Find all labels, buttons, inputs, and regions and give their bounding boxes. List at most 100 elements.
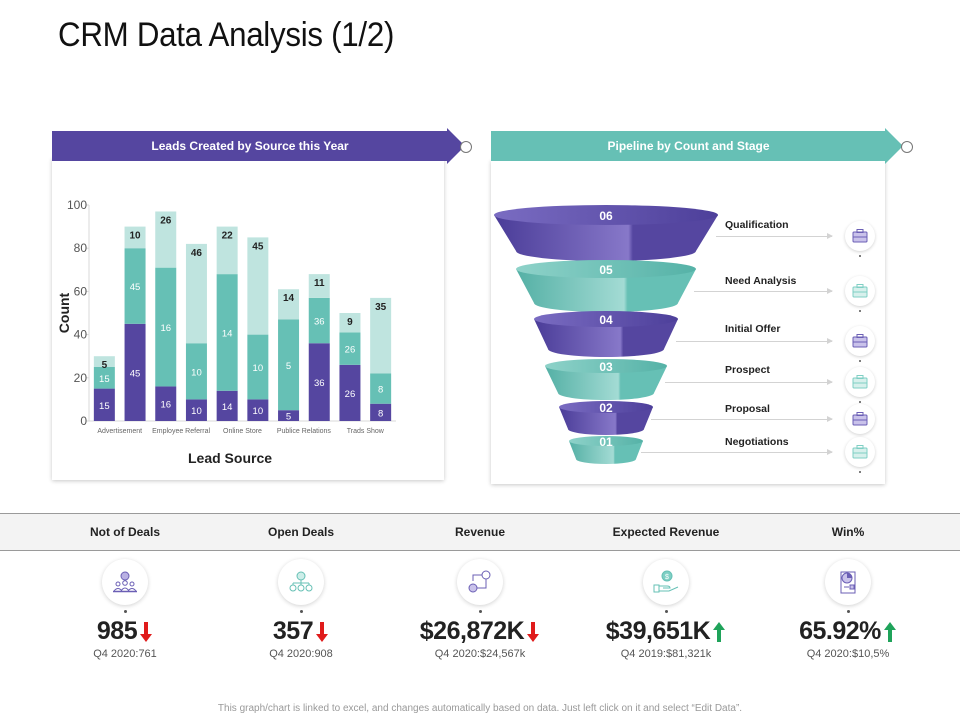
- trend-down-arrow-icon: [315, 621, 329, 643]
- bar-segment[interactable]: [216, 274, 238, 391]
- bar-data-label: 36: [314, 378, 325, 389]
- bar-segment[interactable]: [370, 403, 392, 421]
- funnel-stage-04[interactable]: 04: [534, 311, 678, 357]
- bar-data-label: 10: [191, 406, 202, 417]
- pipeline-funnel[interactable]: 06 05 04 03 02 01: [490, 195, 730, 475]
- bar-data-label: 9: [347, 317, 353, 328]
- bar-segment[interactable]: [93, 356, 115, 367]
- bar-data-label: 14: [222, 328, 233, 339]
- bar-segment[interactable]: [155, 386, 177, 421]
- y-tick-label: 40: [74, 328, 88, 342]
- bar-data-label: 45: [130, 368, 141, 379]
- bar-segment[interactable]: [185, 343, 207, 400]
- bar-segment[interactable]: [185, 399, 207, 421]
- funnel-stage-03[interactable]: 03: [545, 359, 667, 400]
- bar-data-label: 14: [222, 402, 233, 413]
- briefcase-icon: [845, 326, 875, 362]
- arrow-tip-icon: [447, 128, 465, 164]
- x-tick-label: Trads Show: [347, 428, 385, 435]
- bar-segment[interactable]: [124, 248, 146, 324]
- team-icon: [102, 559, 148, 613]
- bar-data-label: 15: [99, 374, 110, 385]
- bar-segment[interactable]: [339, 313, 361, 333]
- bar-data-label: 26: [345, 389, 356, 400]
- bar-segment[interactable]: [93, 367, 115, 389]
- svg-text:$: $: [665, 574, 669, 581]
- bar-data-label: 5: [102, 360, 108, 371]
- briefcase-icon: [845, 404, 875, 440]
- bar-segment[interactable]: [247, 334, 269, 400]
- kpi-comparison: Q4 2019:$81,321k: [620, 648, 712, 660]
- bar-segment[interactable]: [216, 390, 238, 421]
- kpi-title: Revenue: [454, 525, 506, 539]
- leads-banner-title: Leads Created by Source this Year: [151, 139, 349, 153]
- connector-arrow-icon: [716, 233, 833, 239]
- kpi-value: $26,872K: [419, 617, 525, 645]
- bar-segment[interactable]: [93, 388, 115, 421]
- leads-bar-chart[interactable]: 0 20 40 60 80 100 15 15 5 45 45 10 16 16 26 10 10 46 14 14…: [52, 190, 444, 475]
- funnel-stage-05[interactable]: 05: [516, 260, 696, 312]
- bar-data-label: 15: [99, 401, 110, 412]
- bar-segment[interactable]: [278, 289, 300, 320]
- x-tick-label: Employee Referral: [152, 428, 210, 435]
- kpi-value: $39,651K: [605, 617, 711, 645]
- bar-segment[interactable]: [278, 410, 300, 421]
- bar-segment[interactable]: [155, 267, 177, 387]
- bar-segment[interactable]: [370, 373, 392, 404]
- bar-segment[interactable]: [124, 226, 146, 249]
- funnel-stage-02[interactable]: 02: [559, 401, 653, 435]
- bar-segment[interactable]: [278, 319, 300, 411]
- report-icon: [825, 559, 871, 613]
- bar-segment[interactable]: [339, 332, 361, 365]
- funnel-stage-number: 03: [599, 360, 613, 374]
- funnel-ring-body: [569, 441, 643, 464]
- funnel-stage-label: Negotiations: [725, 436, 789, 448]
- funnel-ring-top: [494, 205, 718, 225]
- pipeline-banner: Pipeline by Count and Stage: [491, 131, 886, 161]
- funnel-stage-label: Need Analysis: [725, 275, 797, 287]
- bar-segment[interactable]: [370, 297, 392, 374]
- bar-segment[interactable]: [185, 243, 207, 344]
- briefcase-icon: [845, 437, 875, 473]
- bar-data-label: 5: [286, 361, 291, 372]
- bar-data-label: 16: [160, 323, 171, 334]
- kpi-header-bar: [0, 513, 960, 551]
- bar-segment[interactable]: [124, 323, 146, 421]
- funnel-stage-number: 06: [599, 209, 613, 223]
- page-title: CRM Data Analysis (1/2): [58, 16, 395, 54]
- y-tick-label: 20: [74, 371, 88, 385]
- funnel-stage-label: Initial Offer: [725, 323, 781, 335]
- bar-segment[interactable]: [247, 399, 269, 421]
- bar-segment[interactable]: [308, 343, 330, 421]
- bar-data-label: 36: [314, 317, 325, 328]
- arrow-tip-icon: [885, 128, 903, 164]
- y-tick-label: 0: [80, 414, 87, 428]
- bar-segment[interactable]: [155, 211, 177, 268]
- funnel-stage-06[interactable]: 06: [494, 205, 718, 261]
- funnel-stage-01[interactable]: 01: [569, 435, 643, 464]
- bar-segment[interactable]: [308, 297, 330, 344]
- funnel-stage-number: 04: [599, 313, 613, 327]
- circle-icon: [460, 141, 472, 153]
- bar-segment[interactable]: [339, 364, 361, 421]
- trend-up-arrow-icon: [883, 621, 897, 643]
- bar-data-label: 10: [253, 363, 264, 374]
- bar-segment[interactable]: [216, 226, 238, 275]
- bar-data-label: 45: [130, 282, 141, 293]
- funnel-ring-body: [559, 407, 653, 435]
- funnel-stage-label: Prospect: [725, 364, 770, 376]
- bar-segment[interactable]: [308, 274, 330, 298]
- bar-segment[interactable]: [247, 237, 269, 335]
- y-axis-title: Count: [56, 292, 72, 333]
- x-tick-label: Advertisement: [97, 428, 142, 435]
- kpi-title: Open Deals: [267, 525, 335, 539]
- kpi-card: Expected Revenue $ $39,651K Q4 2019:$81,321…: [571, 513, 761, 660]
- kpi-value-row: 357: [206, 617, 396, 646]
- bar-data-label: 22: [222, 231, 234, 242]
- briefcase-icon: [845, 276, 875, 312]
- kpi-value-row: $39,651K: [571, 617, 761, 646]
- connector-arrow-icon: [694, 288, 833, 294]
- kpi-comparison: Q4 2020:908: [269, 648, 333, 660]
- leads-banner: Leads Created by Source this Year: [52, 131, 448, 161]
